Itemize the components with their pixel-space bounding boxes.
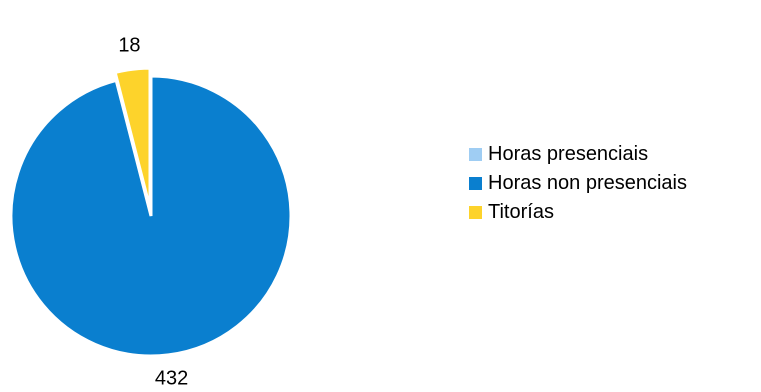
pie-slices xyxy=(9,66,293,358)
pie-slice-horas-non-presenciais xyxy=(9,74,293,358)
legend-item-horas-presenciais: Horas presenciais xyxy=(469,140,687,169)
data-label-titorias: 18 xyxy=(118,34,140,56)
legend-item-titorias: Titorías xyxy=(469,198,687,227)
legend-label-titorias: Titorías xyxy=(488,201,554,223)
legend-swatch-horas-presenciais xyxy=(469,148,482,161)
legend-item-horas-non-presenciais: Horas non presenciais xyxy=(469,169,687,198)
pie-data-labels: 432 18 xyxy=(118,34,188,389)
legend-swatch-horas-non-presenciais xyxy=(469,177,482,190)
legend-label-horas-non-presenciais: Horas non presenciais xyxy=(488,172,687,194)
legend-swatch-titorias xyxy=(469,206,482,219)
pie-slice-titorias xyxy=(113,66,152,209)
legend-label-horas-presenciais: Horas presenciais xyxy=(488,143,649,165)
data-label-horas-non-presenciais: 432 xyxy=(155,368,188,390)
chart-legend: Horas presenciais Horas non presenciais … xyxy=(469,140,687,227)
